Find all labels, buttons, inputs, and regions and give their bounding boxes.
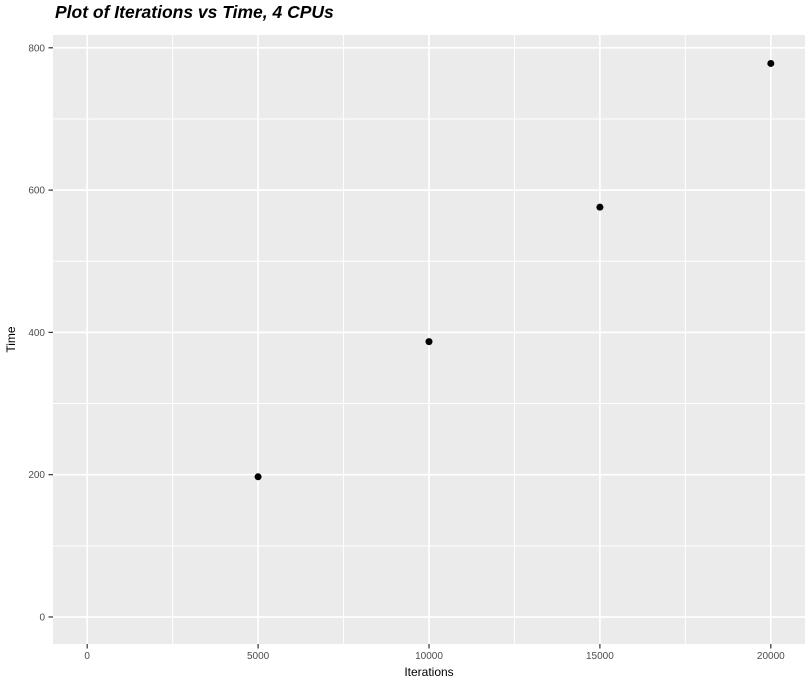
- x-tick-label: 5000: [247, 651, 270, 662]
- data-point: [596, 203, 604, 211]
- y-axis-title: Time: [4, 326, 18, 353]
- y-tick-label: 600: [28, 186, 45, 197]
- x-tick-label: 0: [84, 651, 90, 662]
- chart-title: Plot of Iterations vs Time, 4 CPUs: [55, 2, 334, 22]
- y-tick-label: 400: [28, 328, 45, 339]
- data-point: [767, 59, 775, 67]
- y-tick-label: 200: [28, 470, 45, 481]
- x-tick-label: 20000: [757, 651, 785, 662]
- data-point: [254, 473, 262, 481]
- x-tick-label: 10000: [415, 651, 443, 662]
- y-tick-label: 800: [28, 43, 45, 54]
- x-tick-label: 15000: [586, 651, 614, 662]
- x-axis-title: Iterations: [404, 665, 453, 679]
- y-tick-label: 0: [39, 612, 45, 623]
- data-point: [425, 338, 433, 346]
